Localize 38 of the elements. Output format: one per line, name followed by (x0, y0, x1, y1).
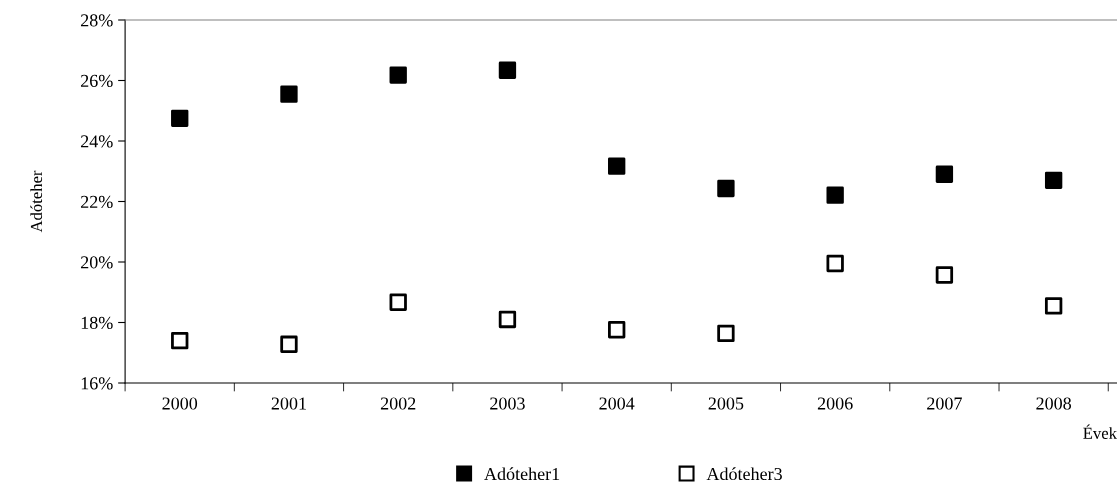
point (280, 335, 298, 353)
point (826, 186, 844, 204)
x-tick-label: 2001 (271, 397, 306, 410)
point (935, 266, 954, 284)
point (389, 66, 407, 84)
point (935, 165, 954, 183)
point (498, 310, 517, 329)
x-tick-label: 2005 (708, 397, 744, 410)
y-axis-title: Adóteher (30, 170, 43, 233)
point (171, 331, 189, 350)
x-tick-label: 2003 (490, 397, 525, 410)
x-tick-label: 2006 (817, 397, 853, 410)
x-tick-label: 2008 (1036, 397, 1072, 410)
point (1044, 171, 1063, 189)
x-tick-label: 2004 (599, 397, 635, 410)
legend-label: Adóteher1 (484, 467, 560, 481)
y-tick-label: 24% (81, 135, 113, 148)
point (1044, 297, 1063, 315)
point (608, 157, 626, 175)
y-tick-label: 22% (81, 195, 113, 208)
y-tick-label: 20% (81, 256, 113, 269)
point (280, 85, 298, 103)
y-tick-label: 18% (81, 316, 113, 329)
y-tick-label: 28% (81, 14, 113, 27)
point (389, 293, 407, 311)
x-tick-label: 2000 (162, 397, 198, 410)
point (717, 324, 735, 343)
point (171, 109, 189, 127)
point (826, 254, 844, 273)
x-axis-title: Évek (1083, 424, 1117, 439)
x-tick-label: 2007 (927, 397, 962, 410)
point (717, 179, 735, 198)
y-tick-label: 26% (81, 74, 113, 87)
x-tick-label: 2002 (380, 397, 416, 410)
point (608, 321, 626, 339)
y-tick-label: 16% (81, 377, 113, 390)
point (498, 61, 517, 79)
legend-label: Adóteher3 (706, 467, 782, 481)
